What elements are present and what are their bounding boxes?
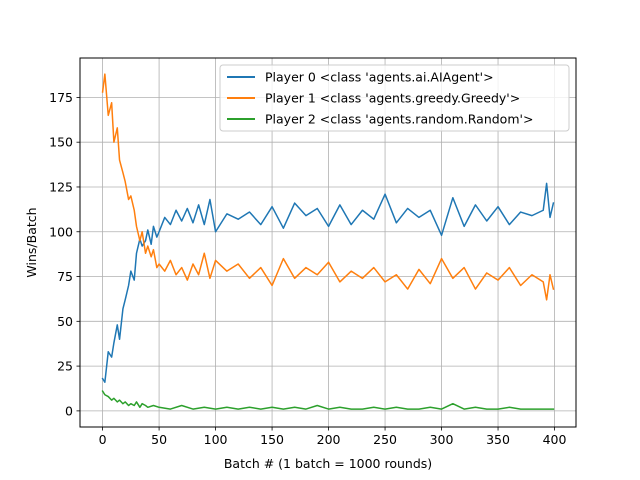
y-tick-label: 175 [49, 90, 73, 105]
x-tick-label: 300 [430, 432, 454, 447]
plot-frame [79, 57, 577, 428]
y-tick-label: 125 [49, 179, 73, 194]
x-tick-label: 350 [486, 432, 510, 447]
legend-label-player-2: Player 2 <class 'agents.random.Random'> [265, 112, 533, 127]
x-tick-label: 200 [317, 432, 341, 447]
x-tick-label: 150 [260, 432, 284, 447]
series-lines [101, 73, 555, 410]
x-tick-label: 0 [99, 432, 107, 447]
x-tick-label: 400 [543, 432, 567, 447]
x-tick-label: 100 [204, 432, 228, 447]
series-line-player-1 [101, 73, 555, 301]
axis-ticks: 0 50 100 150 200 250 300 350 400 0 25 50 75 100 125 150… [49, 90, 566, 447]
y-axis-label: Wins/Batch [24, 207, 39, 277]
y-tick-label: 0 [65, 403, 73, 418]
x-axis-label: Batch # (1 batch = 1000 rounds) [224, 456, 432, 471]
legend-label-player-1: Player 1 <class 'agents.greedy.Greedy'> [265, 91, 520, 106]
legend: Player 0 <class 'agents.ai.AIAgent'> Pla… [219, 64, 570, 132]
series-line-player-2 [101, 390, 555, 410]
x-tick-label: 50 [151, 432, 167, 447]
series-line-player-0 [101, 182, 555, 383]
x-tick-label: 250 [373, 432, 397, 447]
y-tick-label: 75 [57, 269, 73, 284]
y-tick-label: 50 [57, 314, 73, 329]
legend-label-player-0: Player 0 <class 'agents.ai.AIAgent'> [265, 70, 494, 85]
legend-box [219, 64, 570, 132]
y-tick-label: 25 [57, 359, 73, 374]
y-tick-label: 150 [49, 135, 73, 150]
y-tick-label: 100 [49, 224, 73, 239]
